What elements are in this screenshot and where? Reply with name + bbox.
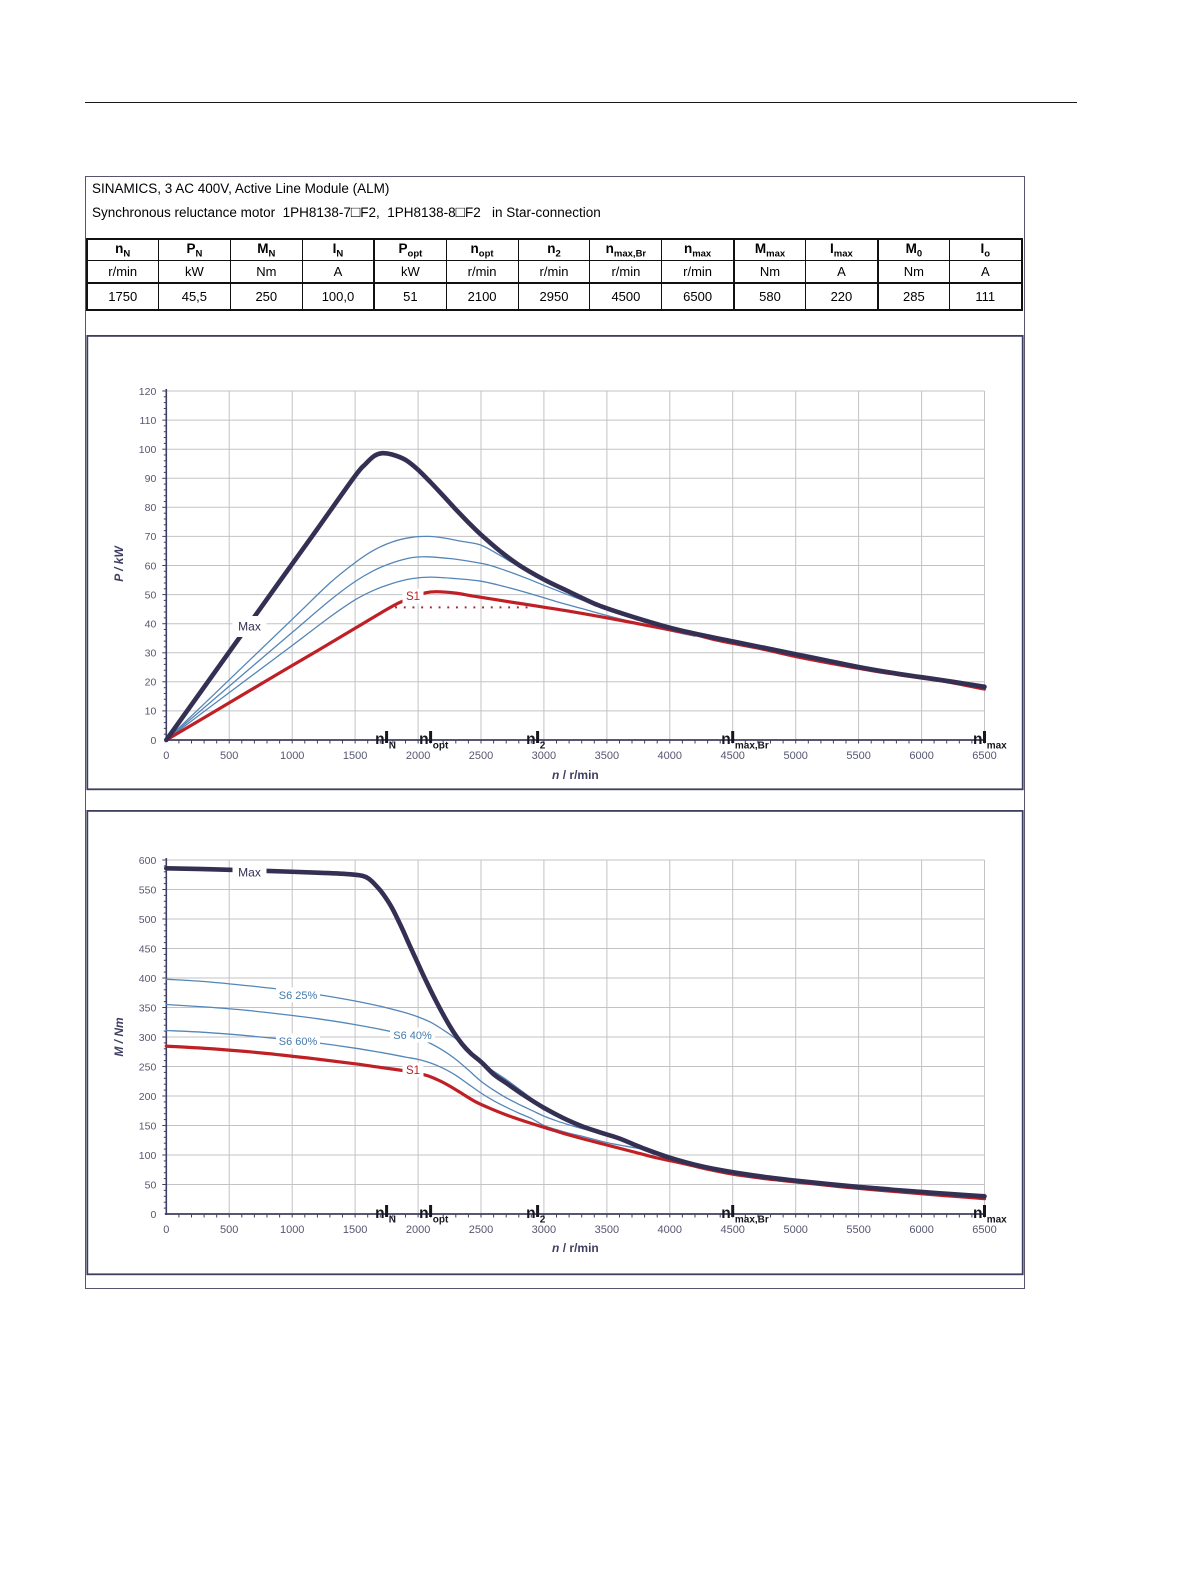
svg-text:110: 110 [140, 415, 157, 427]
svg-text:3000: 3000 [532, 1224, 556, 1236]
svg-text:max,Br: max,Br [735, 741, 769, 752]
svg-text:3500: 3500 [595, 1224, 619, 1236]
svg-text:4000: 4000 [658, 750, 682, 762]
svg-text:5500: 5500 [846, 750, 870, 762]
svg-text:0: 0 [150, 1209, 156, 1221]
svg-text:80: 80 [145, 502, 157, 514]
svg-text:40: 40 [145, 619, 157, 631]
svg-text:S6 25%: S6 25% [279, 990, 318, 1002]
svg-text:3000: 3000 [532, 750, 556, 762]
svg-text:3500: 3500 [595, 750, 619, 762]
svg-text:n: n [721, 1205, 730, 1222]
svg-text:500: 500 [139, 914, 157, 926]
svg-text:n: n [526, 731, 535, 748]
svg-text:Max: Max [238, 620, 261, 634]
svg-text:2: 2 [540, 1215, 546, 1226]
svg-text:550: 550 [139, 884, 157, 896]
svg-text:30: 30 [145, 648, 157, 660]
svg-text:4500: 4500 [720, 750, 744, 762]
svg-text:350: 350 [139, 1002, 157, 1014]
svg-text:max: max [987, 741, 1007, 752]
svg-text:1000: 1000 [280, 750, 304, 762]
svg-text:600: 600 [139, 855, 157, 867]
svg-text:5000: 5000 [783, 1224, 807, 1236]
svg-text:100: 100 [139, 444, 157, 456]
svg-text:300: 300 [139, 1032, 157, 1044]
svg-text:max,Br: max,Br [735, 1215, 769, 1226]
svg-text:20: 20 [145, 677, 157, 689]
svg-text:opt: opt [433, 1215, 449, 1226]
svg-text:n / r/min: n / r/min [552, 1241, 599, 1255]
svg-text:n: n [375, 1205, 384, 1222]
svg-text:n: n [721, 731, 730, 748]
svg-text:5500: 5500 [846, 1224, 870, 1236]
svg-text:10: 10 [145, 706, 157, 718]
svg-text:2000: 2000 [406, 750, 430, 762]
svg-text:90: 90 [145, 473, 157, 485]
svg-text:150: 150 [139, 1120, 157, 1132]
svg-text:6000: 6000 [909, 750, 933, 762]
svg-text:50: 50 [145, 589, 157, 601]
svg-text:n: n [375, 731, 384, 748]
svg-text:N: N [389, 1215, 396, 1226]
svg-text:n: n [973, 731, 982, 748]
svg-text:450: 450 [139, 943, 157, 955]
svg-text:6500: 6500 [972, 750, 996, 762]
svg-text:50: 50 [145, 1179, 157, 1191]
svg-text:n: n [419, 1205, 428, 1222]
svg-text:6500: 6500 [972, 1224, 996, 1236]
svg-text:70: 70 [145, 531, 157, 543]
svg-text:S1: S1 [406, 1065, 420, 1077]
svg-text:max: max [987, 1215, 1007, 1226]
svg-text:1500: 1500 [343, 750, 367, 762]
svg-text:n / r/min: n / r/min [552, 768, 599, 782]
svg-text:120: 120 [139, 386, 157, 398]
svg-text:400: 400 [139, 973, 157, 985]
svg-text:n: n [973, 1205, 982, 1222]
svg-text:S1: S1 [406, 591, 420, 603]
svg-text:1500: 1500 [343, 1224, 367, 1236]
svg-text:S6 40%: S6 40% [393, 1030, 432, 1042]
svg-text:100: 100 [139, 1150, 157, 1162]
svg-text:5000: 5000 [783, 750, 807, 762]
svg-text:2500: 2500 [469, 750, 493, 762]
svg-text:2000: 2000 [406, 1224, 430, 1236]
svg-text:N: N [389, 741, 396, 752]
svg-text:Max: Max [238, 866, 261, 880]
svg-text:500: 500 [220, 1224, 238, 1236]
svg-text:0: 0 [150, 735, 156, 747]
svg-text:500: 500 [220, 750, 238, 762]
svg-text:2500: 2500 [469, 1224, 493, 1236]
svg-text:4000: 4000 [658, 1224, 682, 1236]
svg-text:n: n [526, 1205, 535, 1222]
svg-text:1000: 1000 [280, 1224, 304, 1236]
svg-text:P / kW: P / kW [112, 545, 126, 582]
svg-text:n: n [419, 731, 428, 748]
svg-text:0: 0 [163, 1224, 169, 1236]
svg-text:200: 200 [139, 1091, 157, 1103]
svg-text:60: 60 [145, 560, 157, 572]
svg-text:4500: 4500 [720, 1224, 744, 1236]
svg-text:0: 0 [163, 750, 169, 762]
svg-text:250: 250 [139, 1061, 157, 1073]
svg-text:S6 60%: S6 60% [279, 1036, 318, 1048]
svg-text:opt: opt [433, 741, 449, 752]
svg-text:6000: 6000 [909, 1224, 933, 1236]
svg-text:2: 2 [540, 741, 546, 752]
svg-text:M / Nm: M / Nm [112, 1017, 126, 1057]
